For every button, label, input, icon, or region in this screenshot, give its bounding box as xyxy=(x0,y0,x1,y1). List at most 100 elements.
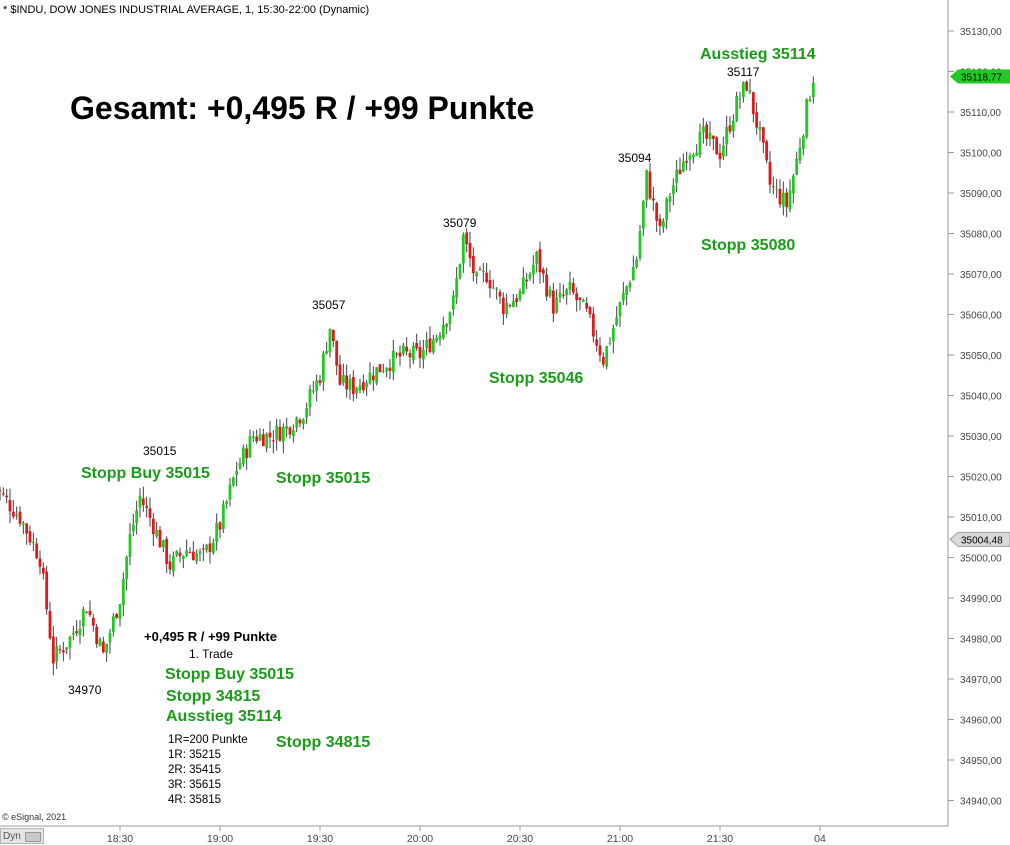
candle-down xyxy=(165,539,169,564)
candle-down xyxy=(685,160,689,163)
candle-up xyxy=(231,477,235,486)
candle-down xyxy=(61,650,65,653)
x-tick-label: 21:30 xyxy=(707,833,733,845)
candle-up xyxy=(725,126,729,145)
x-tick-label: 19:30 xyxy=(307,833,333,845)
candle-up xyxy=(21,522,25,525)
candle-up xyxy=(15,514,19,517)
candle-up xyxy=(448,312,452,324)
y-tick-label: 35090,00 xyxy=(960,189,1002,200)
trade-stop: Stopp 34815 xyxy=(166,688,261,705)
candle-up xyxy=(441,325,445,338)
candle-down xyxy=(0,490,2,492)
swing-label-35094: 35094 xyxy=(618,151,652,165)
candle-down xyxy=(488,280,492,289)
candle-up xyxy=(301,419,305,425)
stop-label-35046: Stopp 35046 xyxy=(489,370,584,387)
scroll-thumb[interactable] xyxy=(25,832,41,842)
candle-down xyxy=(18,511,22,524)
candle-up xyxy=(635,259,639,267)
dyn-scroll-control[interactable]: Dyn xyxy=(0,828,44,844)
candle-up xyxy=(631,267,635,281)
candle-up xyxy=(731,120,735,132)
candle-up xyxy=(555,297,559,313)
candles xyxy=(0,76,815,676)
candle-down xyxy=(11,511,15,517)
dyn-label: Dyn xyxy=(3,831,21,842)
swing-label-35117: 35117 xyxy=(727,65,760,79)
candle-down xyxy=(585,302,589,309)
candle-down xyxy=(595,339,599,346)
y-tick-label: 35130,00 xyxy=(960,27,1002,38)
candle-up xyxy=(65,647,69,650)
candle-up xyxy=(358,384,362,391)
candle-up xyxy=(491,287,495,289)
trade-name: 1. Trade xyxy=(189,647,234,661)
candle-up xyxy=(381,371,385,373)
candle-up xyxy=(328,328,332,353)
candle-down xyxy=(538,249,542,273)
candle-up xyxy=(758,126,762,131)
candle-up xyxy=(621,293,625,301)
swing-label-35079: 35079 xyxy=(443,216,477,230)
candle-down xyxy=(208,543,212,552)
candle-down xyxy=(91,617,95,626)
candle-up xyxy=(251,436,255,439)
candle-down xyxy=(588,307,592,315)
candle-up xyxy=(518,291,522,300)
candle-down xyxy=(48,610,52,639)
candle-up xyxy=(305,408,309,418)
candle-up xyxy=(688,155,692,160)
candle-up xyxy=(748,90,752,93)
candle-down xyxy=(245,448,249,459)
candle-up xyxy=(565,289,569,296)
candle-down xyxy=(95,626,99,645)
candle-up xyxy=(775,188,779,190)
swing-label-35057: 35057 xyxy=(312,298,346,312)
candle-down xyxy=(5,495,9,498)
trade-exit: Ausstieg 35114 xyxy=(166,708,282,725)
candle-up xyxy=(521,277,525,294)
candle-up xyxy=(495,288,499,290)
candle-down xyxy=(508,305,512,307)
candle-up xyxy=(138,495,142,508)
candle-up xyxy=(615,317,619,326)
ref-price-tag xyxy=(949,531,1010,547)
candle-up xyxy=(608,342,612,344)
candle-up xyxy=(628,282,632,288)
candle-up xyxy=(461,234,465,264)
candle-up xyxy=(455,278,459,298)
x-tick-label: 04 xyxy=(814,833,826,845)
candle-up xyxy=(391,350,395,373)
candle-down xyxy=(501,297,505,315)
candle-down xyxy=(45,571,49,610)
candle-down xyxy=(785,192,789,208)
candle-up xyxy=(238,462,242,469)
candle-up xyxy=(805,99,809,138)
candle-down xyxy=(408,352,412,358)
candle-down xyxy=(418,347,422,359)
candle-up xyxy=(611,327,615,342)
risk-line-2r: 2R: 35415 xyxy=(168,764,222,776)
candle-up xyxy=(721,145,725,157)
ref-price-label: 35004,48 xyxy=(961,535,1003,546)
candle-up xyxy=(458,264,462,279)
candle-up xyxy=(55,646,59,662)
candle-up xyxy=(411,345,415,361)
candle-down xyxy=(151,518,155,535)
candle-down xyxy=(148,508,152,518)
candle-down xyxy=(8,500,12,512)
candle-up xyxy=(295,417,299,428)
candle-down xyxy=(591,313,595,337)
candle-up xyxy=(698,131,702,156)
candle-up xyxy=(108,633,112,643)
candle-up xyxy=(71,632,75,635)
candle-up xyxy=(125,556,129,580)
candle-up xyxy=(445,324,449,328)
candle-down xyxy=(28,531,32,543)
candle-down xyxy=(318,380,322,384)
candle-down xyxy=(498,291,502,297)
candle-down xyxy=(678,169,682,175)
candle-down xyxy=(541,269,545,274)
y-axis: 35130,0035120,0035110,0035100,0035090,00… xyxy=(948,27,1002,808)
